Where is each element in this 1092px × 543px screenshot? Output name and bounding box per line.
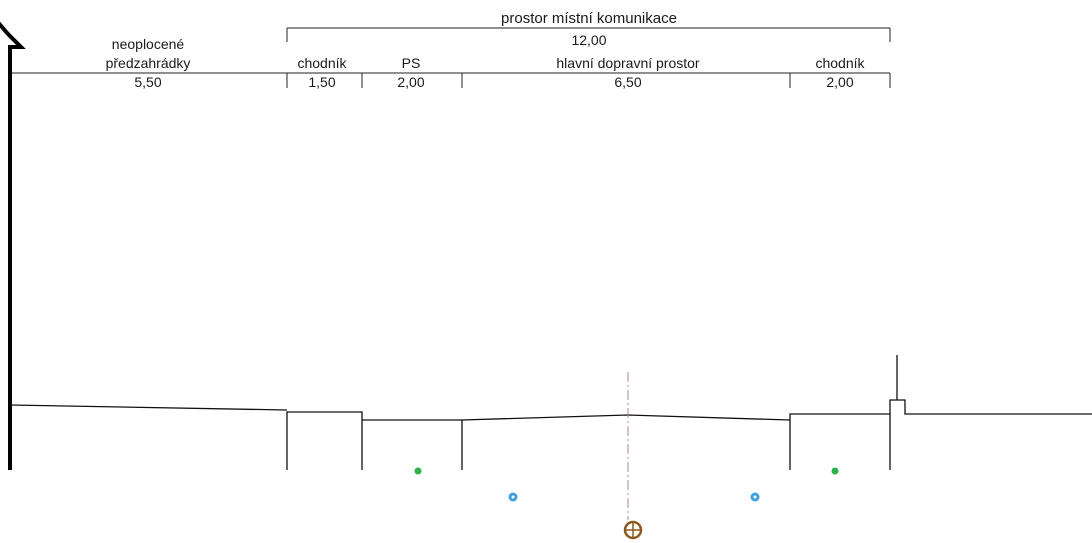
blue-utility-node-center [753, 495, 757, 499]
blue-utility-node-center [511, 495, 515, 499]
garden-surface [9, 404, 288, 411]
zone-label-sidewalk-right: chodník [815, 55, 865, 71]
zone-label-garden-1: neoplocené [112, 36, 185, 52]
zone-value-main-traffic: 6,50 [614, 74, 641, 90]
carriageway-surface [461, 414, 791, 421]
header-title: prostor místní komunikace [501, 10, 677, 27]
zone-value-ps: 2,00 [397, 74, 424, 90]
road-profile [9, 355, 1092, 470]
zone-dimensions: neoplocené předzahrádky 5,50 chodník 1,5… [10, 36, 891, 90]
fence-post [889, 355, 898, 414]
sidewalk-right-block [789, 413, 891, 470]
green-utility-node [414, 467, 422, 475]
zone-value-garden: 5,50 [134, 74, 161, 90]
zone-label-ps: PS [402, 55, 421, 71]
ground-beyond-fence [897, 399, 1092, 415]
green-utility-node [831, 467, 839, 475]
manhole-icon [623, 520, 643, 540]
zone-value-sidewalk-right: 2,00 [826, 74, 853, 90]
zone-label-sidewalk-left: chodník [297, 55, 347, 71]
zone-value-sidewalk-left: 1,50 [308, 74, 335, 90]
sidewalk-left-block [286, 411, 363, 470]
zone-label-garden-2: předzahrádky [106, 55, 191, 71]
header-dimension: prostor místní komunikace 12,00 [286, 10, 891, 48]
utilities [414, 467, 839, 540]
building-facade [0, 21, 26, 470]
header-total: 12,00 [571, 32, 606, 48]
parking-strip [362, 419, 463, 470]
building-outline [0, 21, 26, 470]
zone-label-main-traffic: hlavní dopravní prostor [556, 55, 700, 71]
